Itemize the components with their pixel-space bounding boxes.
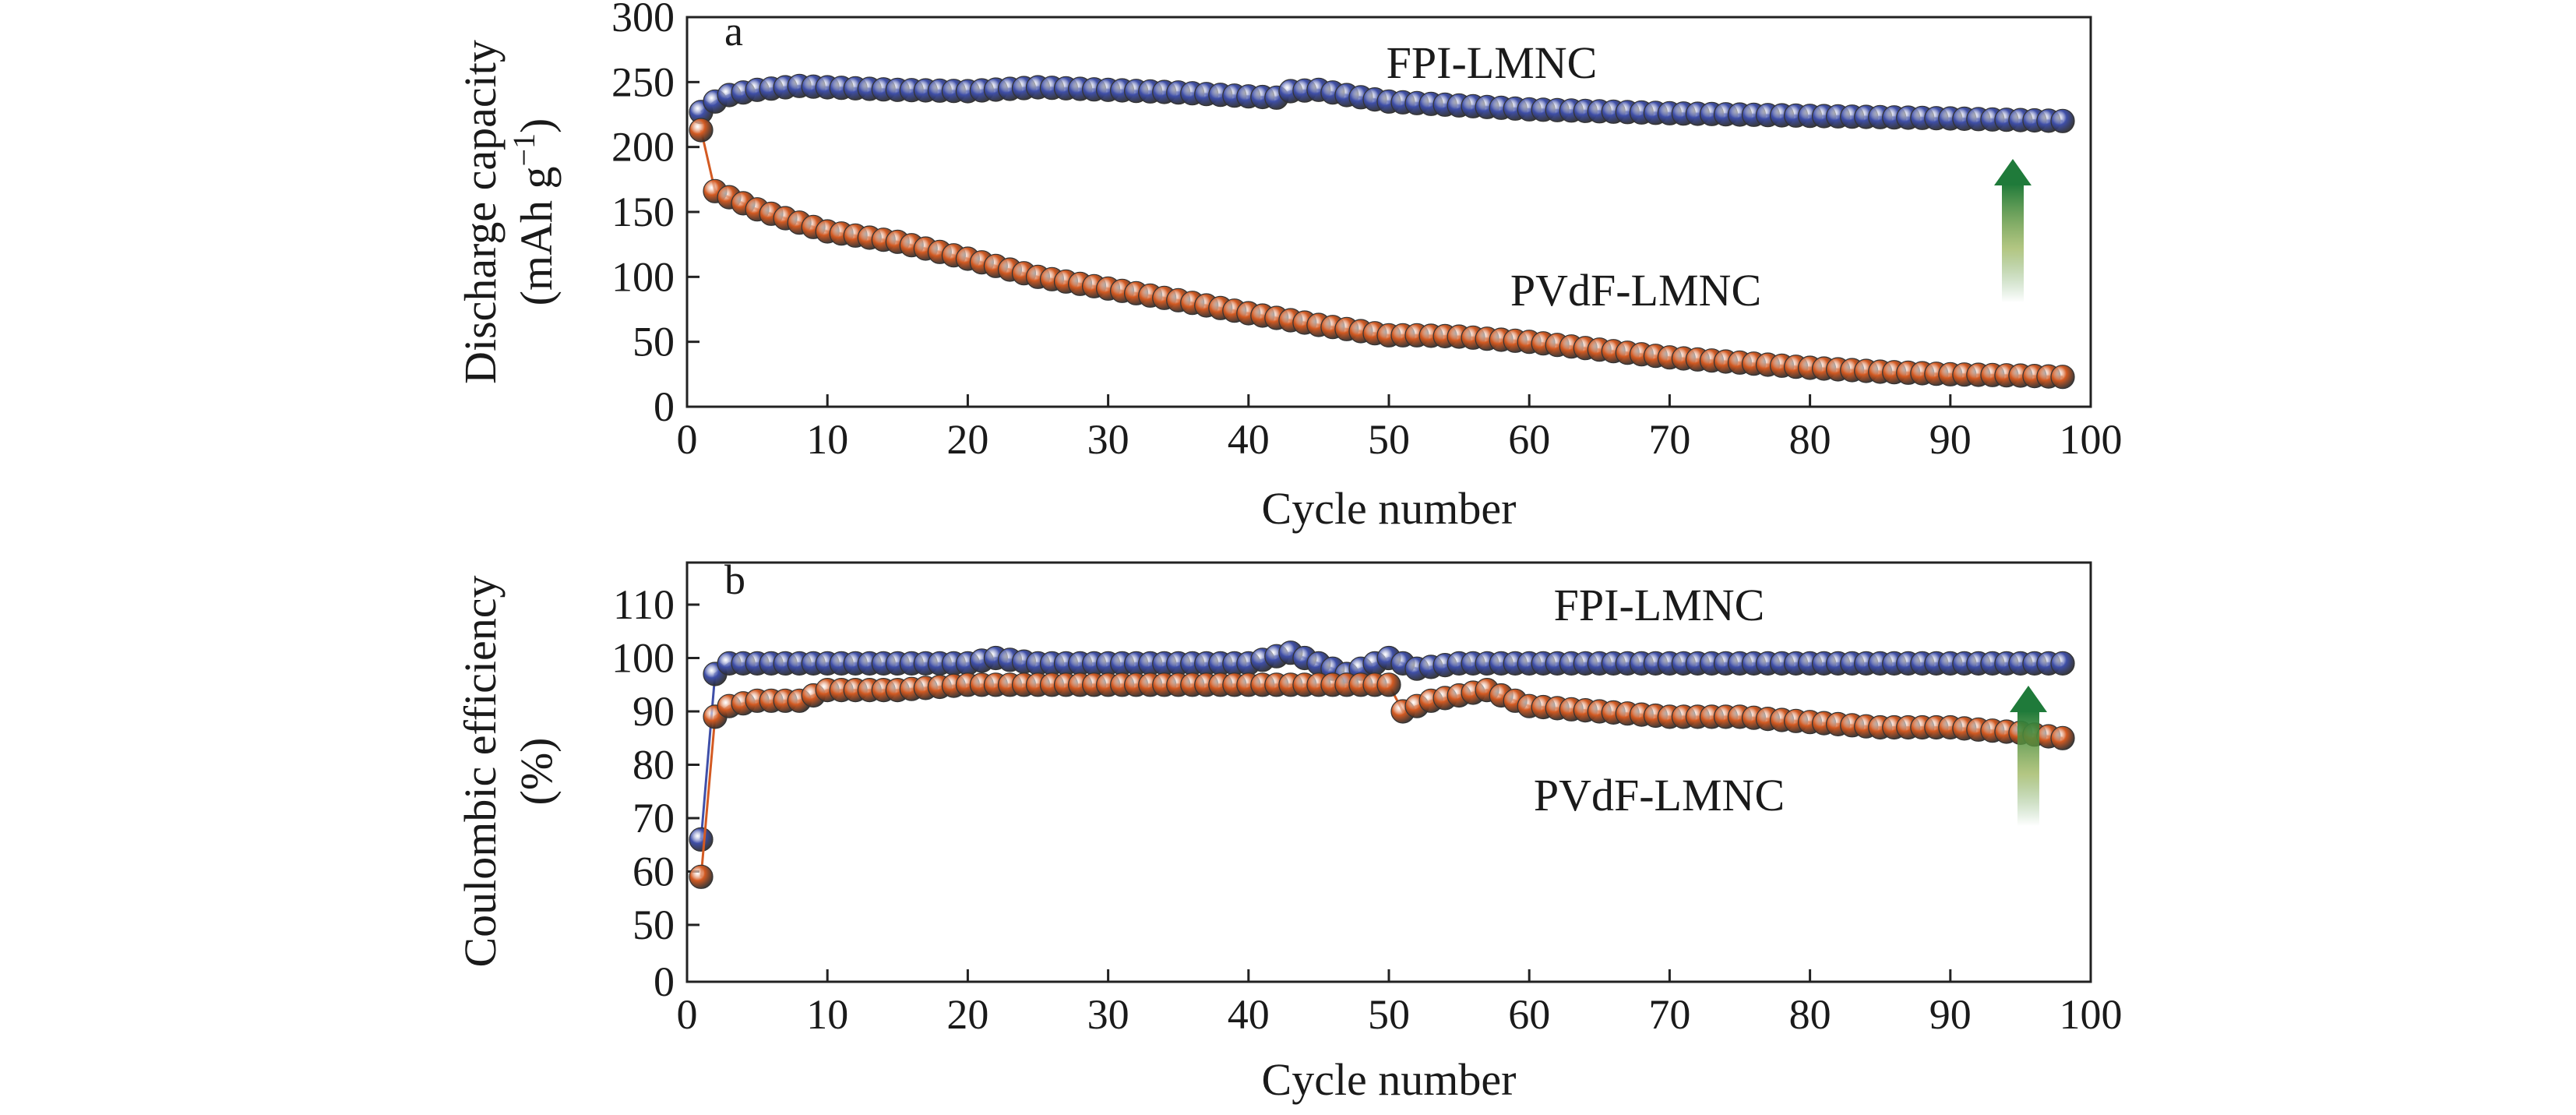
panel-b-series-pvdf-lmnc (689, 672, 2075, 889)
panel-a-y-tick-label: 0 (654, 383, 675, 430)
panel-b-x-ticks: 0 10 20 30 40 50 60 70 80 90 100 (677, 969, 2123, 1038)
panel-a-series (689, 73, 2075, 390)
panel-a-y-axis-title-line1: Discharge capacity (455, 40, 506, 384)
panel-b-x-tick-label: 90 (1929, 991, 1972, 1038)
panel-b-x-tick-label: 40 (1228, 991, 1270, 1038)
panel-a-x-tick-label: 30 (1087, 416, 1129, 463)
panel-b-y-tick-label: 70 (633, 795, 675, 842)
panel-a-x-tick-label: 0 (677, 416, 698, 463)
panel-a-x-tick-label: 60 (1508, 416, 1550, 463)
panel-b-x-tick-label: 100 (2060, 991, 2123, 1038)
panel-b-data-point-pvdf-lmnc (2050, 725, 2075, 750)
panel-b-y-tick-label: 90 (633, 688, 675, 735)
panel-a-fpi-label: FPI-LMNC (1387, 37, 1598, 88)
panel-b-series (689, 640, 2075, 889)
panel-b-x-tick-label: 70 (1648, 991, 1690, 1038)
panel-a-y-tick-label: 50 (633, 319, 675, 365)
panel-a-x-tick-label: 100 (2060, 416, 2123, 463)
panel-a-data-point-pvdf-lmnc (689, 118, 714, 143)
panel-b-y-axis-title-line1: Coulombic efficiency (455, 575, 506, 967)
panel-a-x-ticks: 0 10 20 30 40 50 60 70 80 90 100 (677, 394, 2123, 463)
panel-a-y-tick-label: 100 (611, 253, 675, 300)
panel-b-y-tick-label: 110 (613, 581, 675, 628)
panel-b-x-tick-label: 60 (1508, 991, 1550, 1038)
panel-a-x-tick-label: 20 (946, 416, 988, 463)
panel-b-x-tick-label: 30 (1087, 991, 1129, 1038)
panel-b-y-tick-label: 60 (633, 849, 675, 895)
panel-b-data-point-fpi-lmnc (2050, 651, 2075, 676)
panel-a-label: a (724, 8, 743, 55)
panel-a-data-point-fpi-lmnc (2050, 108, 2075, 133)
panel-a-x-axis-title: Cycle number (1262, 483, 1517, 534)
panel-b-y-ticks: 0 50 60 70 80 90 100 110 (611, 581, 700, 1005)
panel-a-x-tick-label: 70 (1648, 416, 1690, 463)
panel-b-fpi-label: FPI-LMNC (1554, 580, 1765, 630)
panel-b-x-tick-label: 80 (1789, 991, 1831, 1038)
panel-a-y-tick-label: 300 (611, 0, 675, 41)
panel-a-pvdf-label: PVdF-LMNC (1510, 265, 1761, 316)
panel-a-capacity-chart: 0 10 20 30 40 50 60 70 80 90 100 0 50 100 150 200 250 30… (455, 0, 2123, 534)
panel-a-y-tick-label: 200 (611, 124, 675, 171)
panel-a-series-pvdf-lmnc (689, 118, 2075, 390)
panel-a-y-axis-title-line2: (mAh g−1) (506, 118, 562, 306)
panel-b-y-tick-label: 50 (633, 902, 675, 948)
panel-b-data-point-pvdf-lmnc (689, 864, 714, 889)
panel-b-data-point-pvdf-lmnc (1376, 672, 1401, 697)
panel-b-series-fpi-lmnc (689, 640, 2075, 852)
panel-a-series-fpi-lmnc (689, 73, 2075, 133)
panel-b-efficiency-chart: 0 10 20 30 40 50 60 70 80 90 100 05060708090100110… (455, 556, 2123, 1105)
panel-b-series-line-pvdf-lmnc (700, 683, 2063, 877)
panel-b-y-tick-label: 100 (611, 635, 675, 682)
panel-b-data-point-fpi-lmnc (689, 827, 714, 852)
panel-a-y-tick-label: 150 (611, 189, 675, 235)
panel-b-y-tick-label: 0 (654, 958, 675, 1005)
panel-a-x-tick-label: 40 (1228, 416, 1270, 463)
panel-b-x-tick-label: 20 (946, 991, 988, 1038)
panel-b-x-tick-label: 0 (677, 991, 698, 1038)
panel-b-y-axis-title-line2: (%) (511, 738, 562, 806)
panel-b-x-tick-label: 10 (806, 991, 848, 1038)
panel-b-x-axis-title: Cycle number (1262, 1054, 1517, 1105)
panel-a-x-tick-label: 10 (806, 416, 848, 463)
panel-a-data-point-pvdf-lmnc (2050, 365, 2075, 390)
panel-a-x-tick-label: 50 (1368, 416, 1410, 463)
panel-b-x-tick-label: 50 (1368, 991, 1410, 1038)
panel-a-x-tick-label: 90 (1929, 416, 1972, 463)
panel-a-x-tick-label: 80 (1789, 416, 1831, 463)
panel-a-y-ticks: 0 50 100 150 200 250 300 (611, 0, 700, 430)
panel-b-pvdf-label: PVdF-LMNC (1534, 770, 1785, 820)
panel-b-y-tick-label: 80 (633, 742, 675, 789)
panel-b-label: b (724, 556, 745, 603)
panel-b-up-arrow-icon (2010, 686, 2047, 826)
panel-b-plot-frame (685, 561, 2092, 983)
panel-a-y-tick-label: 250 (611, 58, 675, 105)
panel-a-up-arrow-icon (1994, 159, 2032, 302)
